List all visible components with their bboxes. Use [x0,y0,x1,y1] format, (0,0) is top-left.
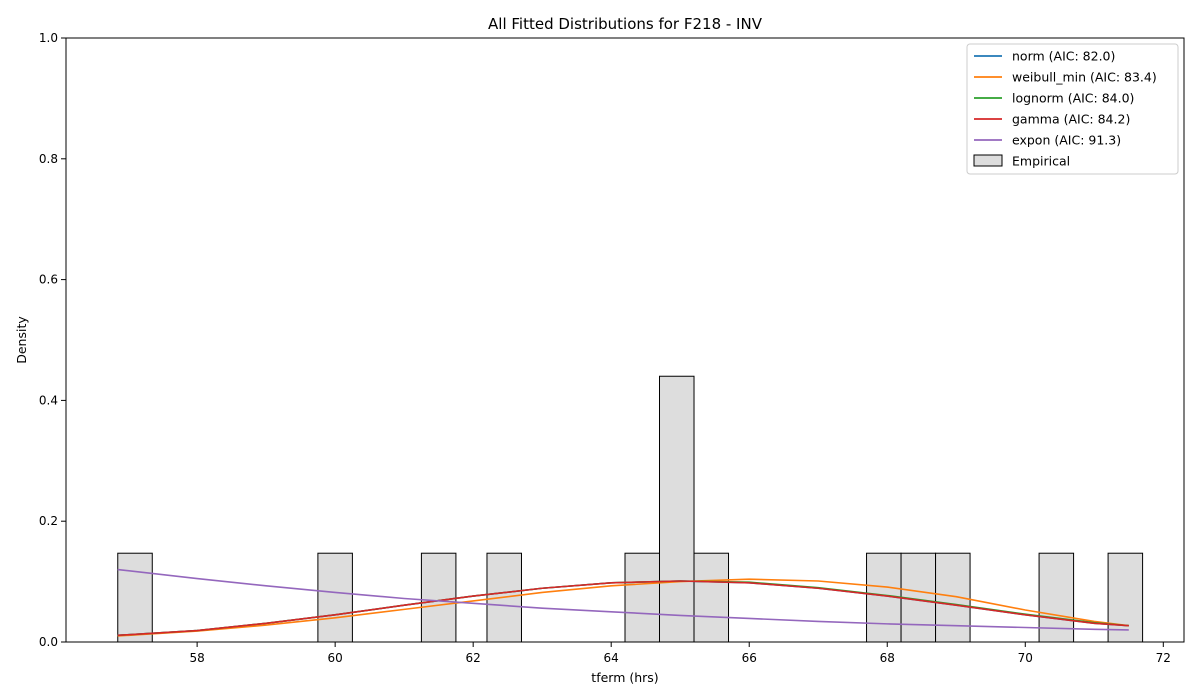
legend-label-empirical: Empirical [1012,154,1070,169]
legend-label-expon: expon (AIC: 91.3) [1012,133,1121,148]
legend-box [966,43,1179,175]
series-line-weibull_min [117,578,1129,637]
y-axis-label: Density [14,316,29,364]
y-tick-label: 0.4 [39,393,58,407]
x-axis-label: tferm (hrs) [591,670,658,685]
y-tick-label: 1.0 [39,31,58,45]
y-tick-label: 0.0 [39,635,58,649]
x-tick-label: 62 [466,651,481,665]
x-tick-label: 60 [328,651,343,665]
legend: norm (AIC: 82.0) weibull_min (AIC: 83.4) l… [966,43,1179,175]
y-axis: 0.0 0.2 0.4 0.6 0.8 1.0 [39,31,66,649]
series-line-expon [117,568,1129,631]
histogram-bar-5 [624,552,661,643]
plot-frame [65,37,1185,643]
histogram-bar-2 [317,552,353,643]
chart-title: All Fitted Distributions for F218 - INV [488,15,763,33]
legend-label-norm: norm (AIC: 82.0) [1012,49,1115,64]
x-axis: 58 60 62 64 66 68 70 72 [189,642,1171,665]
x-tick-label: 70 [1018,651,1033,665]
x-tick-label: 64 [604,651,619,665]
x-tick-label: 58 [189,651,204,665]
x-tick-label: 72 [1156,651,1171,665]
histogram-bar-12 [1107,552,1144,643]
histogram-bar-6 [659,375,695,643]
legend-label-gamma: gamma (AIC: 84.2) [1012,112,1130,127]
y-tick-label: 0.8 [39,152,58,166]
y-tick-label: 0.2 [39,514,58,528]
histogram-bar-7 [693,552,730,643]
legend-label-lognorm: lognorm (AIC: 84.0) [1012,91,1134,106]
histogram-bar-3 [420,552,457,643]
x-tick-label: 66 [742,651,757,665]
histogram-bar-1 [117,552,153,643]
y-tick-label: 0.6 [39,273,58,287]
legend-swatch-empirical [973,154,1003,167]
series-line-gamma [117,580,1129,637]
legend-label-weibull_min: weibull_min (AIC: 83.4) [1012,70,1157,85]
x-tick-label: 68 [880,651,895,665]
plot-area [117,375,1144,643]
